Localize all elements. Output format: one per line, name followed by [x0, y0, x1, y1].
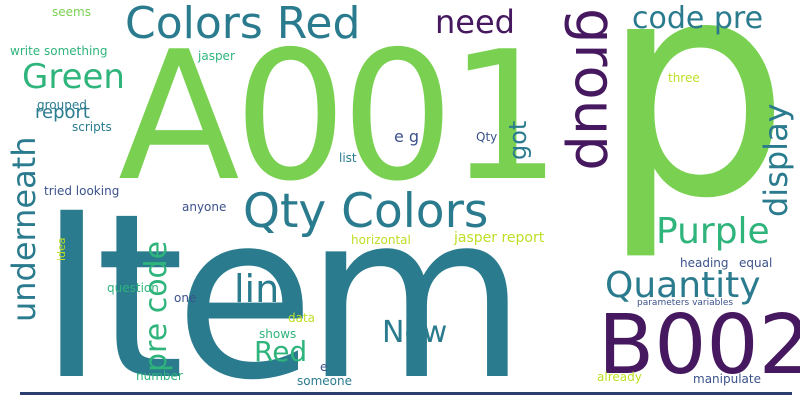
word-need: need	[435, 3, 515, 41]
word-three: three	[668, 71, 700, 85]
word-grouped: grouped	[37, 98, 87, 112]
word-horizontal: horizontal	[351, 233, 411, 247]
word-underneath: underneath	[5, 136, 43, 322]
word-purple: Purple	[656, 211, 770, 252]
baseline-bar	[20, 392, 792, 395]
word-anyone: anyone	[182, 200, 227, 214]
word-already: already	[597, 370, 642, 384]
word-parameters-variables: parameters variables	[637, 298, 734, 308]
word-colors-red: Colors Red	[125, 0, 361, 49]
word-a001: A001	[118, 13, 562, 220]
word-qty: Qty	[476, 130, 498, 144]
word-line: line	[234, 267, 303, 311]
word-jasper-report: jasper report	[454, 230, 545, 246]
word-green: Green	[22, 57, 125, 97]
word-b002: B002	[598, 298, 800, 393]
word-tried-looking: tried looking	[44, 184, 120, 198]
word-quantity: Quantity	[605, 265, 761, 306]
word-got: got	[504, 120, 532, 160]
word-list: list	[339, 151, 357, 165]
word-item: Item	[38, 164, 527, 400]
word-pre-code: pre code	[139, 240, 174, 372]
word-question: question	[107, 281, 159, 295]
word-qty-colors: Qty Colors	[243, 184, 489, 239]
word-seems: seems	[52, 5, 91, 19]
word-manipulate: manipulate	[693, 372, 761, 386]
word-group: group	[562, 8, 627, 171]
word-p: p	[600, 0, 791, 264]
word-number: number	[136, 369, 183, 383]
word-jasper: jasper	[198, 49, 235, 63]
word-now: Now	[382, 315, 448, 350]
word-write-something: write something	[10, 44, 108, 58]
word-shows: shows	[259, 327, 297, 341]
word-someone: someone	[297, 374, 352, 388]
word-equal: equal	[739, 256, 773, 270]
word-heading: heading	[680, 256, 729, 270]
word-red: Red	[254, 335, 308, 368]
word-data: data	[288, 311, 316, 325]
word-idea: idea	[55, 237, 68, 261]
word-code-pre: code pre	[632, 1, 764, 36]
word-scripts: scripts	[72, 120, 112, 134]
word-report: report	[35, 102, 90, 123]
word-e-g: e g	[394, 127, 420, 146]
word-one: one	[174, 291, 197, 305]
word-display: display	[757, 103, 795, 217]
word-e: e	[320, 360, 328, 374]
